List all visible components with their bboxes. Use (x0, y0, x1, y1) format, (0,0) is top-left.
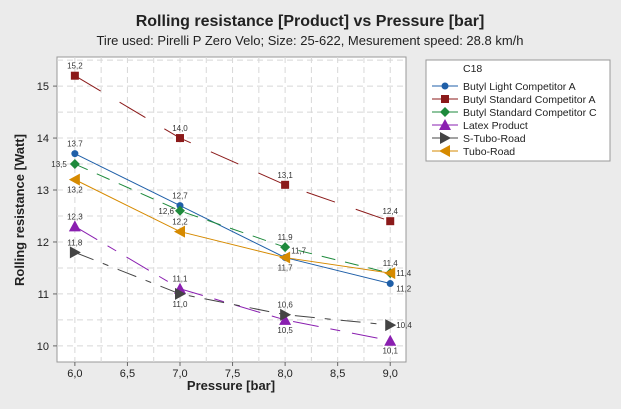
legend-marker (441, 95, 449, 103)
data-label: 10,1 (382, 347, 398, 356)
data-label: 12,6 (158, 207, 174, 216)
data-point (279, 313, 292, 325)
legend-entry: Tubo-Road (463, 146, 515, 158)
series-latex-product (68, 220, 397, 346)
data-label: 13.7 (67, 140, 83, 149)
series-butyl-standard-competitor-a (70, 71, 395, 226)
data-label: 11,2 (396, 285, 412, 294)
legend-entry: S-Tubo-Road (463, 133, 526, 145)
y-tick-label: 12 (37, 237, 49, 249)
data-label: 11,8 (67, 238, 83, 247)
series-group: 13.7 12,7 11,7 11,2 15,2 14,0 13,1 12,4 13,5 12,6… (51, 62, 412, 356)
grid (57, 57, 406, 362)
data-point (174, 205, 185, 216)
legend-entry: Butyl Standard Competitor C (463, 107, 597, 119)
data-label: 10,5 (277, 326, 293, 335)
data-point (384, 334, 397, 346)
data-point (280, 242, 291, 253)
data-label: 11,4 (383, 259, 399, 268)
y-tick-label: 14 (37, 133, 49, 145)
y-tick-label: 15 (37, 81, 49, 93)
legend-title: C18 (463, 63, 482, 75)
data-label: 10,6 (277, 301, 293, 310)
data-label: 13,1 (277, 171, 293, 180)
data-label: 12,4 (382, 207, 398, 216)
data-label: 11,9 (278, 233, 294, 242)
data-point (384, 267, 396, 280)
chart-subtitle: Tire used: Pirelli P Zero Velo; Size: 25… (96, 33, 523, 48)
series-line (74, 225, 391, 342)
series-s-tubo-road (69, 246, 397, 332)
data-point (279, 251, 291, 264)
data-label: 13,2 (67, 186, 83, 195)
data-point (386, 280, 394, 288)
series-line (74, 153, 391, 285)
legend-marker (441, 82, 449, 90)
series-line (74, 251, 391, 326)
data-label: 10,4 (396, 321, 412, 330)
data-label: 11,7 (278, 264, 294, 273)
data-point (176, 202, 184, 210)
chart-title: Rolling resistance [Product] vs Pressure… (136, 13, 485, 30)
data-point (69, 159, 80, 170)
data-point (69, 246, 81, 259)
y-tick-label: 11 (38, 289, 49, 301)
series-line (74, 179, 391, 274)
data-label: 11,4 (396, 269, 412, 278)
y-tick-label: 13 (37, 185, 49, 197)
data-point (68, 173, 80, 186)
data-label: 13,5 (51, 160, 67, 169)
data-label: 12,3 (67, 212, 83, 221)
data-label: 14,0 (172, 124, 188, 133)
x-tick-label: 6,5 (120, 368, 135, 380)
legend-box (425, 59, 611, 162)
legend-entry: Butyl Light Competitor A (463, 81, 576, 93)
plot-area (56, 56, 407, 363)
data-point (68, 220, 81, 232)
x-tick-label: 9,0 (383, 368, 398, 380)
data-point (385, 319, 397, 332)
series-line (74, 163, 391, 274)
legend-marker (439, 145, 450, 157)
data-point (70, 71, 79, 80)
data-point (175, 134, 184, 143)
data-label: 15,2 (67, 62, 83, 71)
legend-marker (440, 107, 450, 117)
data-label: 12,7 (172, 192, 188, 201)
legend-marker (440, 132, 451, 144)
data-label: 11,0 (172, 300, 188, 309)
x-tick-label: 6,0 (67, 368, 82, 380)
data-point (173, 225, 185, 238)
y-tick-label: 10 (37, 341, 49, 353)
x-axis-label: Pressure [bar] (187, 378, 275, 393)
ticks: 6,0 6,5 7,0 7,5 8,0 8,5 9,0 10 11 12 13 14 15 (37, 81, 398, 380)
data-point (71, 150, 79, 158)
series-line (74, 75, 391, 222)
x-tick-label: 7,0 (172, 368, 187, 380)
data-label: 12,2 (172, 218, 188, 227)
x-tick-label: 8,0 (277, 368, 292, 380)
data-point (281, 180, 290, 189)
legend-marker (439, 119, 451, 130)
data-label: 11,1 (172, 275, 188, 284)
data-point (280, 308, 292, 321)
data-label: 11,7 (291, 247, 307, 256)
series-tubo-road (68, 173, 396, 280)
data-point (386, 217, 395, 226)
data-point (174, 287, 186, 300)
legend-entry: Latex Product (463, 120, 528, 132)
legend-entry: Butyl Standard Competitor A (463, 94, 596, 106)
y-axis-label: Rolling resistance [Watt] (12, 134, 27, 286)
x-tick-label: 8,5 (330, 368, 345, 380)
x-tick-label: 7,5 (225, 368, 240, 380)
